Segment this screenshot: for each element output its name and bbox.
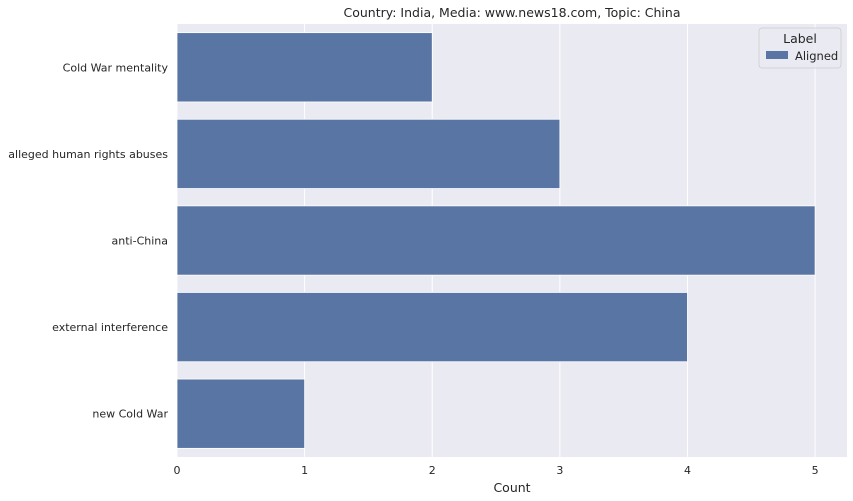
bar[interactable] bbox=[176, 32, 433, 103]
bar[interactable] bbox=[176, 205, 816, 276]
y-tick-label: alleged human rights abuses bbox=[8, 148, 168, 161]
legend-title: Label bbox=[783, 31, 817, 46]
x-tick-label: 1 bbox=[301, 464, 308, 477]
x-axis-label: Count bbox=[493, 480, 530, 495]
bar[interactable] bbox=[176, 292, 688, 363]
x-tick-label: 5 bbox=[812, 464, 819, 477]
x-tick-label: 3 bbox=[556, 464, 563, 477]
x-tick-label: 4 bbox=[684, 464, 691, 477]
x-tick-label: 0 bbox=[174, 464, 181, 477]
y-tick-label: external interference bbox=[52, 321, 168, 334]
legend[interactable]: Label Aligned bbox=[758, 27, 842, 69]
x-tick-label: 2 bbox=[429, 464, 436, 477]
x-axis-ticks: 0 1 2 3 4 5 bbox=[174, 464, 819, 477]
y-tick-label: new Cold War bbox=[92, 408, 168, 421]
bars bbox=[176, 32, 816, 449]
bar[interactable] bbox=[176, 378, 306, 449]
legend-swatch-aligned bbox=[766, 51, 788, 59]
bar[interactable] bbox=[176, 118, 561, 189]
y-axis-ticks: Cold War mentality alleged human rights a… bbox=[8, 61, 168, 420]
legend-label-aligned: Aligned bbox=[795, 49, 838, 63]
y-tick-label: Cold War mentality bbox=[63, 61, 169, 74]
y-tick-label: anti-China bbox=[112, 235, 168, 248]
chart-title: Country: India, Media: www.news18.com, T… bbox=[344, 5, 681, 20]
